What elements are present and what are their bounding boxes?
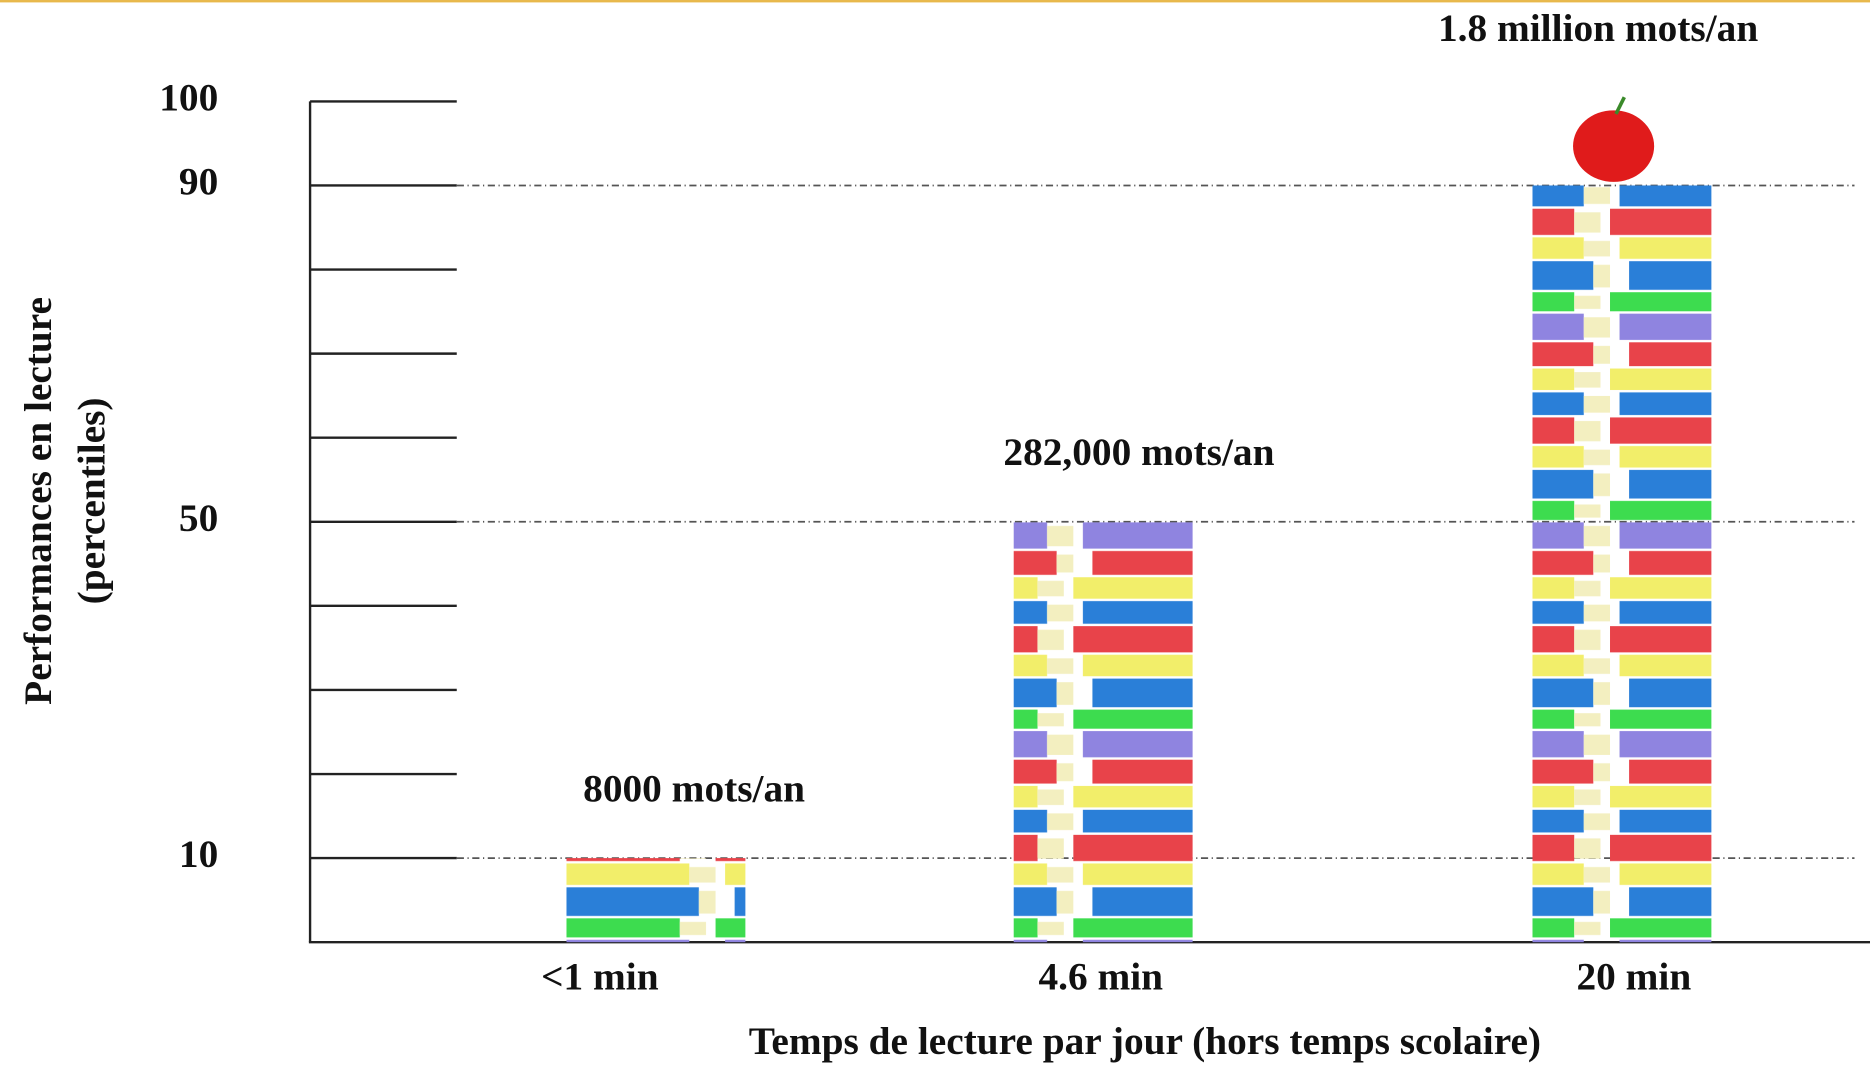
bar-label: 8000 mots/an bbox=[583, 767, 805, 811]
y-tick-label: 50 bbox=[179, 496, 218, 540]
bar bbox=[1532, 185, 1712, 943]
y-axis-title: (percentiles) bbox=[69, 397, 113, 604]
x-tick-label: 4.6 min bbox=[1038, 954, 1163, 998]
bar bbox=[1013, 521, 1193, 943]
x-axis-title: Temps de lecture par jour (hors temps sc… bbox=[749, 1019, 1541, 1063]
y-tick-label: 90 bbox=[179, 160, 218, 204]
apple-stem bbox=[1614, 96, 1626, 115]
y-axis-title: Performances en lecture bbox=[16, 297, 60, 705]
apple bbox=[1573, 110, 1655, 182]
y-tick-label: 100 bbox=[159, 75, 218, 119]
bar-label: 1.8 million mots/an bbox=[1438, 6, 1758, 50]
y-tick-label: 10 bbox=[179, 832, 218, 876]
top-border bbox=[0, 0, 1870, 3]
bar bbox=[566, 858, 746, 943]
x-tick-label: <1 min bbox=[541, 954, 659, 998]
bar-label: 282,000 mots/an bbox=[1003, 430, 1274, 474]
x-tick-label: 20 min bbox=[1576, 954, 1691, 998]
